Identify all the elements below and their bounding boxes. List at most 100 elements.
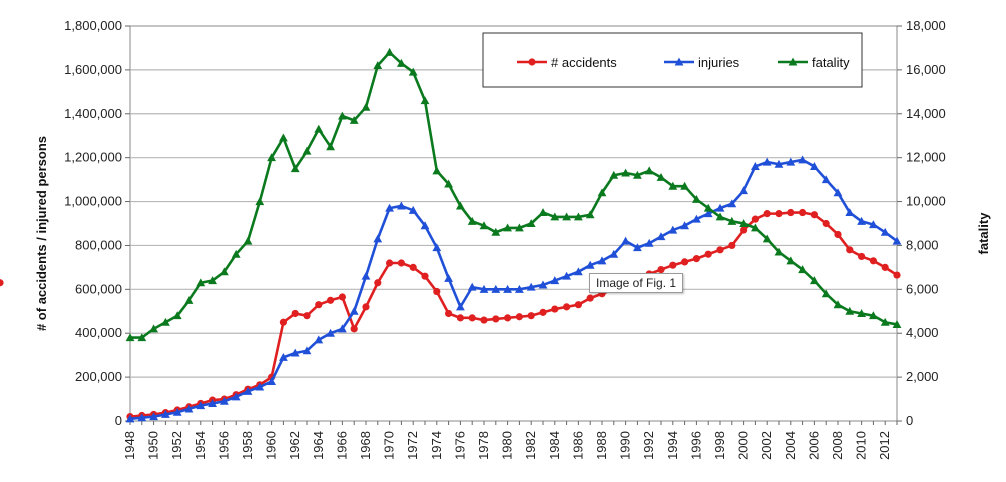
data-point-fatality xyxy=(444,179,453,188)
data-point-accidents xyxy=(846,246,854,254)
data-point-fatality xyxy=(680,181,689,190)
data-point-injuries xyxy=(526,282,536,291)
data-point-fatality xyxy=(656,173,666,181)
data-point-fatality xyxy=(125,333,135,342)
x-tick-label: 1974 xyxy=(429,431,444,460)
data-point-accidents xyxy=(810,211,819,219)
data-point-fatality xyxy=(562,212,571,221)
x-tick-label: 1978 xyxy=(476,431,491,460)
data-point-accidents xyxy=(586,294,594,302)
data-point-accidents xyxy=(397,259,405,267)
data-point-fatality xyxy=(149,324,158,333)
data-point-injuries xyxy=(833,188,843,197)
y2-tick-label: 4,000 xyxy=(906,325,939,340)
data-point-fatality xyxy=(621,168,630,177)
data-point-accidents xyxy=(893,271,901,279)
data-point-accidents xyxy=(834,230,842,239)
data-point-injuries xyxy=(656,232,666,241)
data-point-injuries xyxy=(892,236,902,245)
data-point-accidents xyxy=(315,301,323,309)
data-point-injuries xyxy=(810,162,819,170)
data-point-fatality xyxy=(739,219,748,228)
data-point-fatality xyxy=(786,256,796,265)
data-point-injuries xyxy=(680,221,689,230)
data-point-accidents xyxy=(362,303,370,311)
data-point-accidents xyxy=(869,257,878,265)
y-tick-label: 1,800,000 xyxy=(64,18,122,33)
data-point-accidents xyxy=(291,309,299,318)
data-point-fatality xyxy=(574,212,583,221)
y-tick-label: 600,000 xyxy=(75,281,122,296)
data-point-injuries xyxy=(267,377,276,386)
data-point-accidents xyxy=(822,219,830,228)
y-tick-label: 1,600,000 xyxy=(64,62,122,77)
image-tooltip: Image of Fig. 1 xyxy=(589,273,684,293)
data-point-injuries xyxy=(196,401,206,410)
data-point-accidents xyxy=(692,255,701,263)
data-point-injuries xyxy=(751,162,760,170)
data-point-fatality xyxy=(243,236,253,245)
data-point-fatality xyxy=(869,311,878,320)
legend-label: injuries xyxy=(698,55,740,70)
data-point-fatality xyxy=(821,289,831,298)
data-point-accidents xyxy=(740,226,748,234)
data-point-accidents xyxy=(468,314,476,322)
data-point-fatality xyxy=(255,197,265,206)
data-point-accidents xyxy=(881,263,889,271)
data-point-fatality xyxy=(550,212,560,221)
data-point-fatality xyxy=(515,223,524,232)
x-tick-label: 1958 xyxy=(240,431,255,460)
data-point-fatality xyxy=(420,96,430,105)
data-point-accidents xyxy=(716,246,724,254)
data-point-injuries xyxy=(562,271,571,280)
data-point-injuries xyxy=(420,221,430,230)
data-point-fatality xyxy=(526,219,536,228)
data-point-injuries xyxy=(668,225,678,234)
x-tick-label: 1996 xyxy=(688,431,703,460)
legend-label: fatality xyxy=(812,55,850,70)
x-tick-label: 1968 xyxy=(358,431,373,460)
data-point-injuries xyxy=(621,236,630,245)
data-point-injuries xyxy=(220,396,229,405)
data-point-fatality xyxy=(633,170,642,179)
data-point-accidents xyxy=(681,258,689,266)
x-tick-label: 1954 xyxy=(193,431,208,460)
x-tick-label: 2000 xyxy=(736,431,751,460)
x-tick-label: 1948 xyxy=(122,431,137,460)
data-point-accidents xyxy=(751,215,760,223)
data-point-injuries xyxy=(727,199,737,208)
data-point-injuries xyxy=(762,157,772,166)
data-point-accidents xyxy=(775,210,783,218)
data-point-injuries xyxy=(161,410,170,418)
x-tick-label: 1970 xyxy=(382,431,397,460)
data-point-injuries xyxy=(715,203,725,212)
data-point-fatality xyxy=(751,223,760,232)
y2-tick-label: 2,000 xyxy=(906,369,939,384)
data-point-injuries xyxy=(786,157,796,166)
x-tick-label: 1988 xyxy=(594,431,609,460)
x-tick-label: 1972 xyxy=(405,431,420,460)
data-point-fatality xyxy=(703,203,713,212)
data-point-injuries xyxy=(798,155,807,164)
data-point-injuries xyxy=(491,284,501,293)
data-point-injuries xyxy=(503,284,512,293)
data-point-accidents xyxy=(504,314,512,322)
x-tick-label: 2008 xyxy=(830,431,845,460)
data-point-fatality xyxy=(467,216,477,225)
data-point-injuries xyxy=(125,414,135,423)
data-point-injuries xyxy=(845,208,855,217)
data-point-injuries xyxy=(243,386,253,395)
data-point-injuries xyxy=(609,249,619,258)
y2-tick-label: 10,000 xyxy=(906,194,946,209)
data-point-accidents xyxy=(421,272,429,280)
data-point-fatality xyxy=(845,306,855,315)
y-tick-label: 200,000 xyxy=(75,369,122,384)
data-point-fatality xyxy=(597,188,607,197)
data-point-fatality xyxy=(137,333,147,342)
data-point-fatality xyxy=(538,208,548,217)
x-tick-label: 1992 xyxy=(641,431,656,460)
legend-swatch-marker xyxy=(528,58,536,66)
data-point-fatality xyxy=(267,153,276,162)
data-point-fatality xyxy=(208,276,217,285)
